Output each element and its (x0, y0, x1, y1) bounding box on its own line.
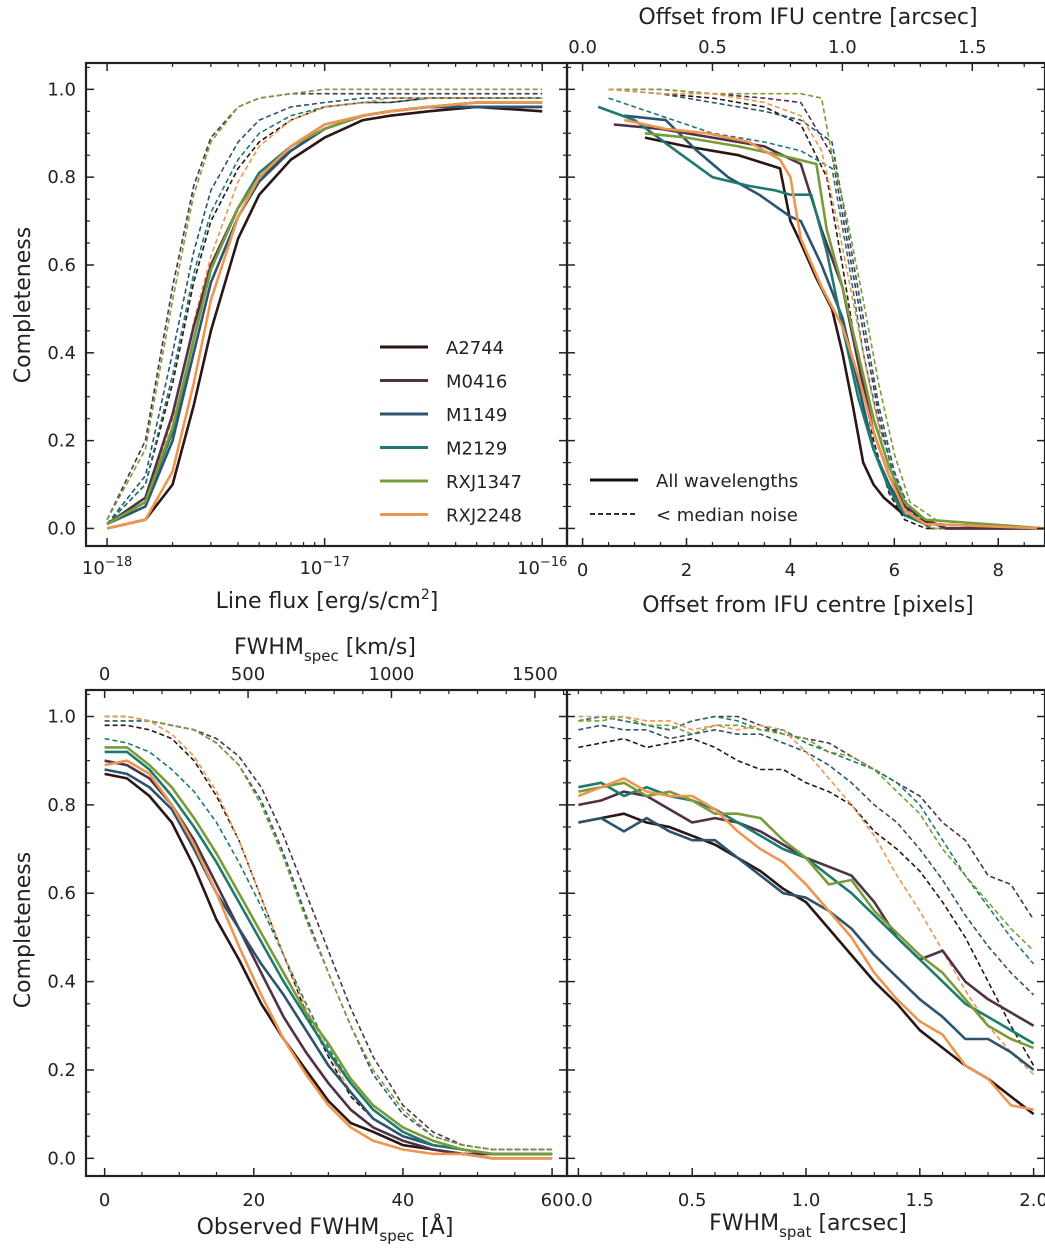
series-dashed-rxj1347-p3 (578, 715, 1035, 952)
series-dashed-m1149-p0 (106, 97, 543, 525)
legend-label-median-noise: < median noise (656, 505, 798, 526)
series-dashed-rxj2248-p3 (578, 715, 1035, 1075)
panel-fwhm-spat: 0.0 0.5 1.0 1.5 2.0 (564, 688, 1045, 1211)
xlabel-flux: Line flux [erg/s/cm2] (216, 587, 439, 614)
toplabel-fwhm-spec: FWHMspec [km/s] (234, 635, 416, 665)
series-solid-m2129-p1 (597, 105, 1045, 530)
xtick-label-offset: 8 (993, 560, 1004, 581)
series-solid-rxj1347-p3 (578, 781, 1035, 1050)
xtick-label-fwhm-spat: 0.0 (564, 1190, 593, 1211)
series-dashed-rxj2248-p1 (608, 88, 1045, 530)
series-dashed-a2744-p3 (578, 737, 1035, 1066)
series-solid-rxj2248-p3 (577, 777, 1034, 1111)
axes-frame (565, 688, 1045, 1178)
ytick-label-p2: 0.0 (47, 1148, 76, 1169)
xtick-label-offset: 6 (889, 560, 900, 581)
xtick-label-fwhm-spec: 40 (391, 1190, 414, 1211)
series-solid-rxj2248-p1 (623, 118, 1045, 530)
xtick-label-flux: 10−18 (82, 555, 132, 579)
ytick-label-p0: 0.8 (47, 167, 76, 188)
toptick-label-fwhm-spec: 1500 (512, 664, 558, 685)
series-dashed-m0416-p0 (106, 92, 543, 521)
xlabel-fwhm-spec: Observed FWHMspec [Å] (197, 1213, 454, 1245)
legend-clusters: A2744 M0416 M1149 M2129 RXJ1347 RXJ2248 (380, 338, 522, 527)
series-dashed-a2744-p1 (608, 88, 1045, 530)
toptick-label-fwhm-spec: 1000 (369, 664, 415, 685)
toptick-label-offset: 0.5 (698, 37, 727, 58)
xtick-label-flux: 10−16 (517, 555, 567, 579)
toptick-label-fwhm-spec: 0 (99, 664, 110, 685)
xtick-label-offset: 2 (681, 560, 692, 581)
legend-label-rxj2248: RXJ2248 (446, 506, 522, 527)
xlabel-fwhm-spat: FWHMspat [arcsec] (709, 1211, 907, 1241)
toptick-label-offset: 1.5 (958, 37, 987, 58)
legend-label-rxj1347: RXJ1347 (446, 472, 522, 493)
series-solid-a2744-p0 (106, 105, 543, 530)
xtick-label-fwhm-spec: 0 (99, 1190, 110, 1211)
legend-label-a2744: A2744 (446, 338, 504, 359)
xtick-label-fwhm-spec: 20 (242, 1190, 265, 1211)
series-solid-rxj2248-p0 (106, 101, 543, 530)
ytick-label-p0: 1.0 (47, 79, 76, 100)
series-solid-rxj1347-p1 (644, 132, 1045, 530)
series-dashed-m2129-p0 (106, 97, 543, 525)
ytick-label-p2: 0.8 (47, 795, 76, 816)
ylabel-bottom: Completeness (11, 852, 36, 1008)
series-solid-m1149-p3 (578, 816, 1035, 1072)
xtick-label-fwhm-spec: 60 (541, 1190, 564, 1211)
series-dashed-rxj1347-p2 (104, 715, 553, 1151)
panel-offset: 0 2 4 6 8 0.0 0.5 1.0 1.5 (565, 37, 1045, 581)
xtick-label-offset: 0 (577, 560, 588, 581)
toptick-label-fwhm-spec: 500 (231, 664, 265, 685)
ytick-label-p0: 0.2 (47, 431, 76, 452)
xtick-label-fwhm-spat: 2.0 (1019, 1190, 1045, 1211)
series-dashed-m2129-p2 (104, 737, 553, 1155)
axes-frame (565, 61, 1045, 548)
ytick-label-p0: 0.4 (47, 343, 76, 364)
ytick-label-p0: 0.0 (47, 518, 76, 539)
toplabel-offset: Offset from IFU centre [arcsec] (638, 5, 977, 30)
ytick-label-p0: 0.6 (47, 255, 76, 276)
xtick-label-fwhm-spat: 1.0 (792, 1190, 821, 1211)
series-dashed-rxj1347-p0 (106, 88, 543, 521)
legend-label-m2129: M2129 (446, 439, 507, 460)
toptick-label-offset: 1.0 (828, 37, 857, 58)
ylabel-top: Completeness (11, 227, 36, 383)
series-solid-rxj1347-p2 (104, 746, 553, 1156)
xtick-label-flux: 10−17 (299, 555, 349, 579)
legend-label-m1149: M1149 (446, 405, 507, 426)
ytick-label-p2: 0.4 (47, 972, 76, 993)
series-solid-rxj2248-p2 (104, 759, 553, 1160)
toptick-label-offset: 0.0 (568, 37, 597, 58)
series-dashed-rxj1347-p1 (608, 88, 1045, 530)
xtick-label-fwhm-spat: 1.5 (905, 1190, 934, 1211)
xtick-label-fwhm-spat: 0.5 (678, 1190, 707, 1211)
ytick-label-p2: 0.2 (47, 1060, 76, 1081)
legend-styles: All wavelengths < median noise (590, 471, 798, 526)
ytick-label-p2: 1.0 (47, 707, 76, 728)
legend-label-all-wavelengths: All wavelengths (656, 471, 798, 492)
ytick-label-p2: 0.6 (47, 883, 76, 904)
legend-label-m0416: M0416 (446, 372, 507, 393)
xtick-label-offset: 4 (785, 560, 796, 581)
xlabel-offset: Offset from IFU centre [pixels] (642, 593, 974, 618)
